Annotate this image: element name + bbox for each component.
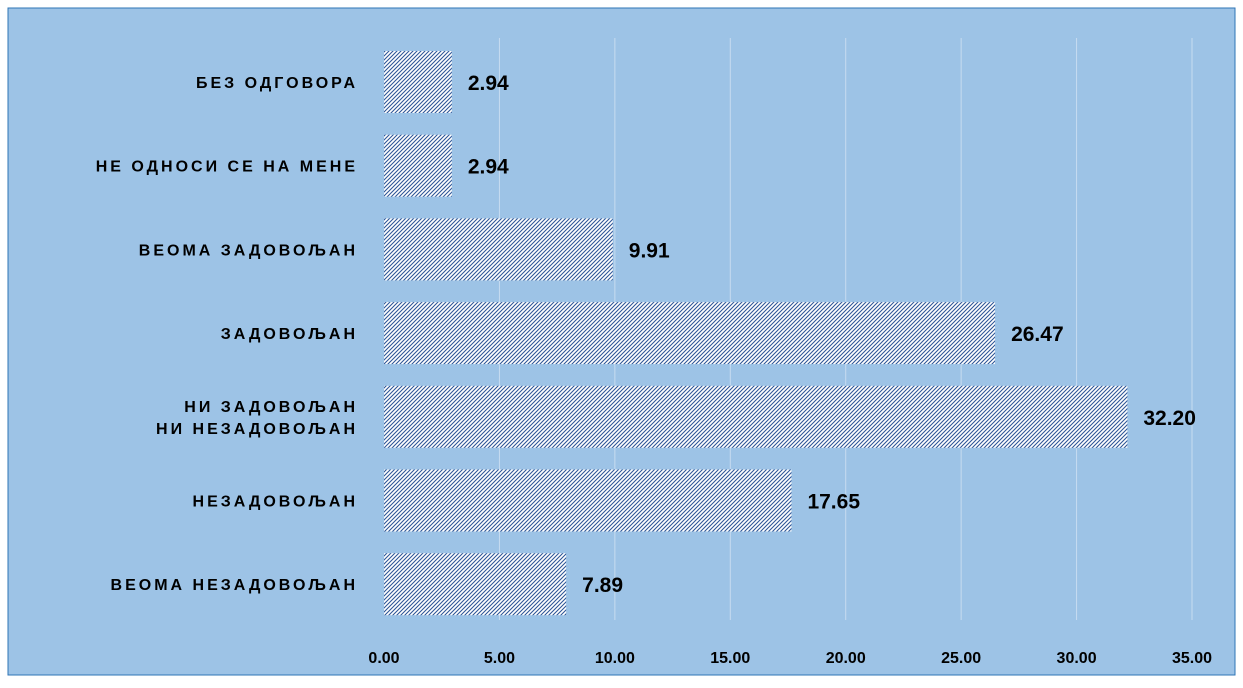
bar — [384, 218, 613, 281]
x-tick-label: 35.00 — [1172, 650, 1212, 667]
x-tick-label: 5.00 — [484, 650, 515, 667]
x-tick-label: 30.00 — [1057, 650, 1097, 667]
data-label: 2.94 — [468, 156, 509, 179]
bar — [384, 51, 452, 113]
labels: 0.00 5.00 10.00 15.00 20.00 25.00 30.00 35.00 2.… — [96, 72, 1212, 667]
category-label: НИ ЗАДОВОЉАН — [184, 399, 358, 416]
bar — [384, 469, 792, 532]
bars — [384, 51, 1128, 616]
category-label: БЕЗ ОДГОВОРА — [196, 75, 358, 92]
category-label: НИ НЕЗАДОВОЉАН — [156, 421, 358, 438]
x-tick-label: 15.00 — [710, 650, 750, 667]
x-tick-label: 20.00 — [826, 650, 866, 667]
category-label: ВЕОМА ЗАДОВОЉАН — [139, 242, 358, 259]
x-tick-label: 0.00 — [368, 650, 399, 667]
data-label: 32.20 — [1143, 407, 1196, 430]
category-label: ЗАДОВОЉАН — [221, 326, 358, 343]
bar — [384, 385, 1128, 448]
data-label: 26.47 — [1011, 323, 1064, 346]
data-label: 7.89 — [582, 574, 623, 597]
bar — [384, 553, 567, 616]
data-label: 9.91 — [629, 239, 670, 262]
data-label: 2.94 — [468, 72, 509, 95]
x-tick-label: 10.00 — [595, 650, 635, 667]
bar — [384, 134, 452, 197]
bar — [384, 302, 996, 365]
x-tick-label: 25.00 — [941, 650, 981, 667]
category-label: ВЕОМА НЕЗАДОВОЉАН — [111, 577, 358, 594]
data-label: 17.65 — [807, 491, 860, 514]
category-label: НЕЗАДОВОЉАН — [193, 494, 358, 511]
category-label: НЕ ОДНОСИ СЕ НА МЕНЕ — [96, 159, 358, 176]
